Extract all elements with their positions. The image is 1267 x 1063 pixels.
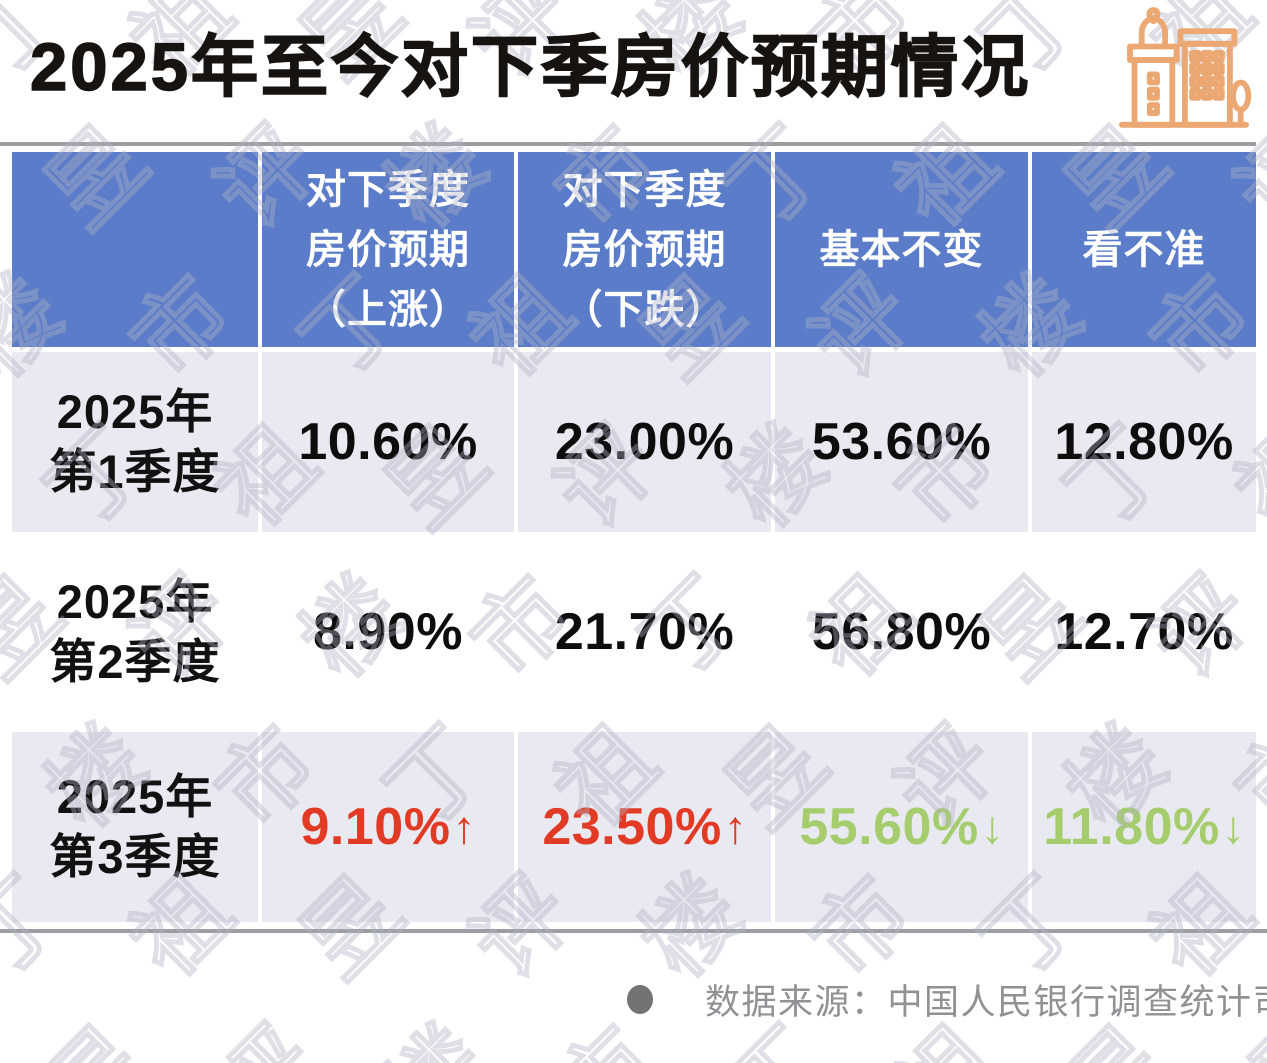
down-arrow-icon: ↓ [980,801,1004,853]
value-cell-q3-down: 23.50% ↑ [518,732,771,922]
top-divider [0,142,1256,146]
watermark-char: 楼 [351,992,510,1063]
bullet-dot-icon [627,985,653,1014]
data-source: 数据来源：中国人民银行调查统计司 [705,983,1267,1022]
watermark-char: 昱 [11,992,170,1063]
down-arrow-icon: ↓ [1221,801,1245,853]
buildings-icon [1118,7,1252,128]
value-cell-q2-uncertain: 12.70% [1032,537,1256,727]
footer: 数据来源：中国人民银行调查统计司 [627,974,1267,1025]
watermark-char: 评 [181,992,340,1063]
header-down-expectation: 对下季度 房价预期 （下跌） [518,152,771,347]
value-cell-q1-up: 10.60% [262,352,514,532]
row-label-q3: 2025年 第3季度 [12,732,258,922]
value-cell-q1-down: 23.00% [518,352,771,532]
page-title: 2025年至今对下季房价预期情况 [29,29,1032,105]
header-unchanged: 基本不变 [775,152,1028,347]
value-cell-q1-unchanged: 53.60% [775,352,1028,532]
up-arrow-icon: ↑ [452,801,476,853]
value-cell-q3-uncertain: 11.80% ↓ [1032,732,1256,922]
header-up-expectation: 对下季度 房价预期 （上涨） [262,152,514,347]
value-cell-q2-up: 8.90% [262,537,514,727]
value-cell-q2-unchanged: 56.80% [775,537,1028,727]
value-cell-q3-up: 9.10% ↑ [262,732,514,922]
header-empty-cell [12,152,258,347]
expectation-table: 对下季度 房价预期 （上涨） 对下季度 房价预期 （下跌） 基本不变 看不准 2… [12,152,1256,922]
header-uncertain: 看不准 [1032,152,1256,347]
row-label-q1: 2025年 第1季度 [12,352,258,532]
value-cell-q3-unchanged: 55.60% ↓ [775,732,1028,922]
value-cell-q2-down: 21.70% [518,537,771,727]
up-arrow-icon: ↑ [723,801,747,853]
row-label-q2: 2025年 第2季度 [12,537,258,727]
bottom-divider [0,929,1267,933]
value-cell-q1-uncertain: 12.80% [1032,352,1256,532]
